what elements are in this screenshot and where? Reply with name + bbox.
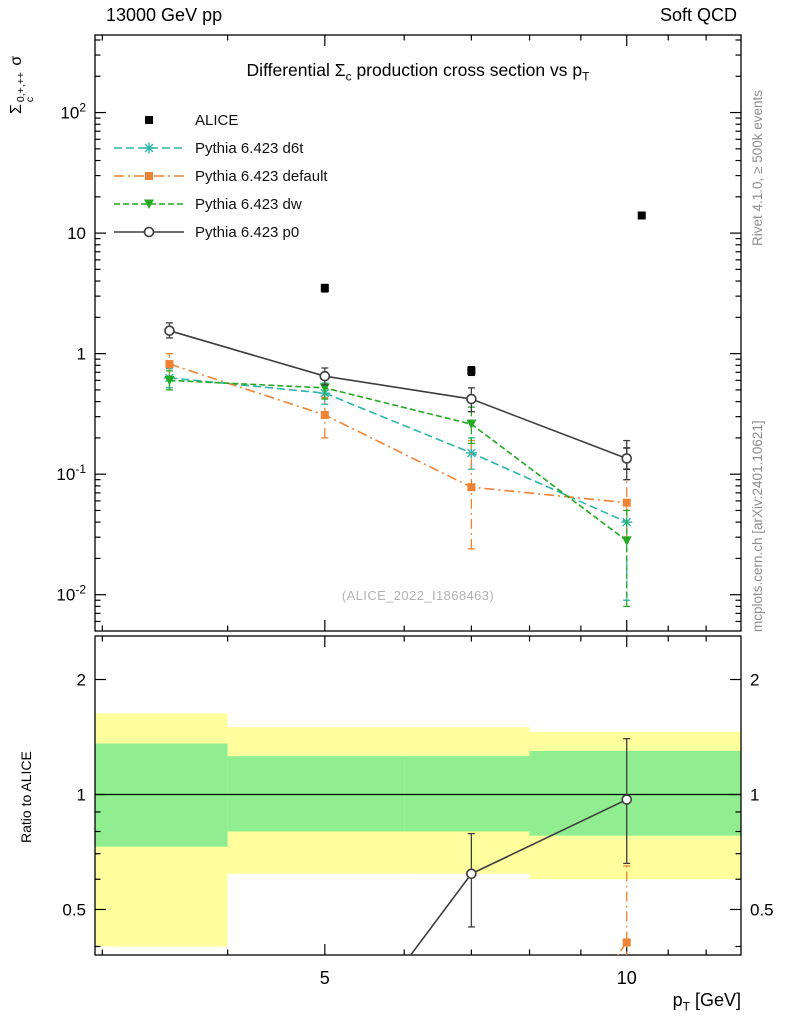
legend-label: ALICE — [195, 111, 239, 129]
svg-text:10-1: 10-1 — [56, 462, 86, 484]
title-pt-sub: T — [582, 69, 590, 84]
legend-item-pythia-d6t: Pythia 6.423 d6t — [113, 134, 328, 162]
svg-text:10-2: 10-2 — [56, 583, 86, 605]
beam-info-header: 13000 GeV pp — [106, 5, 223, 25]
x-axis-title: pT [GeV] — [673, 990, 741, 1014]
svg-text:2: 2 — [77, 671, 86, 690]
legend-item-alice: ALICE — [113, 106, 328, 134]
ratio-axis-title: Ratio to ALICE — [18, 751, 34, 843]
svg-text:1: 1 — [77, 785, 86, 804]
pythia-dw-marker-icon — [114, 199, 184, 209]
plot-title: Differential Σc production cross section… — [95, 60, 741, 84]
analysis-id-watermark: (ALICE_2022_I1868463) — [341, 588, 495, 603]
cross-section-symbol: σ — [8, 55, 25, 71]
legend-label: Pythia 6.423 default — [195, 167, 328, 185]
legend-label: Pythia 6.423 d6t — [195, 139, 304, 157]
title-sigma: Σ — [334, 60, 346, 80]
pt-symbol: p — [672, 990, 683, 1010]
svg-text:102: 102 — [60, 101, 86, 123]
pythia-default-marker-icon — [114, 172, 184, 180]
svg-text:0.5: 0.5 — [750, 900, 774, 919]
legend-label: Pythia 6.423 p0 — [195, 223, 300, 241]
alice-marker-icon — [145, 116, 153, 124]
title-middle: production cross section vs p — [351, 60, 583, 80]
process-group-header: Soft QCD — [659, 5, 737, 25]
legend: ALICE Pythia 6.423 d6t Pythia 6.423 defa… — [113, 106, 328, 246]
y-axis-title: Σ 0,+,++ c σ — [8, 55, 36, 114]
legend-item-pythia-dw: Pythia 6.423 dw — [113, 190, 328, 218]
legend-item-pythia-default: Pythia 6.423 default — [113, 162, 328, 190]
pythia-d6t-marker-icon — [114, 142, 184, 154]
pythia-p0-marker-icon — [114, 226, 184, 238]
sigma-subscript: c — [24, 96, 36, 103]
svg-text:10: 10 — [67, 224, 86, 243]
svg-text:10: 10 — [617, 968, 637, 988]
unit-label: [GeV] — [689, 990, 741, 1010]
svg-text:2: 2 — [750, 671, 759, 690]
svg-text:1: 1 — [77, 345, 86, 364]
rivet-version-note: Rivet 4.1.0, ≥ 500k events — [750, 90, 765, 246]
title-prefix: Differential — [246, 60, 335, 80]
svg-text:0.5: 0.5 — [62, 900, 86, 919]
mcplots-reference-note: mcplots.cern.ch [arXiv:2401.10621] — [750, 420, 765, 632]
svg-text:5: 5 — [320, 968, 330, 988]
svg-text:1: 1 — [750, 785, 759, 804]
legend-label: Pythia 6.423 dw — [195, 195, 302, 213]
pt-subscript: T — [682, 999, 690, 1014]
legend-item-pythia-p0: Pythia 6.423 p0 — [113, 218, 328, 246]
title-sigma-sub: c — [345, 69, 352, 84]
sigma-symbol: Σ — [8, 104, 25, 114]
